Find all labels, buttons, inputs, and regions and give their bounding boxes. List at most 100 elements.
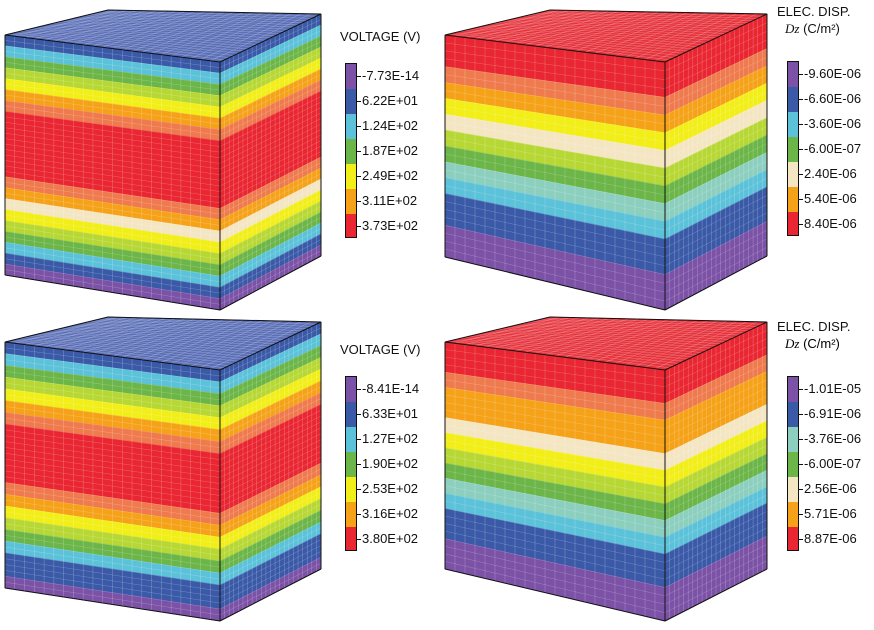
colorbar-tick xyxy=(357,151,361,152)
mesh-line xyxy=(219,427,322,478)
mesh-line xyxy=(664,143,768,196)
mesh-line xyxy=(219,123,322,175)
mesh-line xyxy=(93,320,308,329)
mesh-line xyxy=(449,340,670,369)
mesh-line xyxy=(4,458,221,490)
mesh-line xyxy=(14,316,118,344)
mesh-line xyxy=(219,480,322,532)
panel-voltage-top: VOLTAGE (V) -7.73E-14 6.22E+01 1.24E+02 1.8… xyxy=(0,0,437,315)
mesh-line xyxy=(526,15,744,26)
mesh-line xyxy=(4,353,221,383)
colorbar-tick xyxy=(799,74,803,75)
colorbar-tick xyxy=(799,439,803,440)
mesh-line xyxy=(4,252,221,288)
mesh-line xyxy=(4,182,221,215)
mesh-line xyxy=(190,321,293,367)
mesh-line xyxy=(14,32,230,58)
mesh-line xyxy=(51,330,266,349)
mesh-line xyxy=(65,326,280,342)
colorbar-swatch xyxy=(346,139,356,164)
mesh-line xyxy=(219,30,322,80)
mesh-line xyxy=(219,533,322,586)
mesh-line xyxy=(4,67,221,97)
mesh-line xyxy=(34,317,138,347)
mesh-line xyxy=(63,318,167,350)
mesh-line xyxy=(219,439,322,490)
mesh-line xyxy=(444,106,666,142)
mesh-line xyxy=(444,185,666,231)
mesh-line xyxy=(219,521,322,574)
cube-edge xyxy=(219,255,322,311)
mesh-line xyxy=(4,138,221,170)
mesh-line xyxy=(219,74,322,125)
mesh-line xyxy=(664,511,768,563)
colorbar-swatch xyxy=(788,452,798,477)
colorbar-strip xyxy=(787,376,799,551)
colorbar-strip xyxy=(345,376,357,551)
mesh-line xyxy=(644,321,748,368)
mesh-line xyxy=(664,478,768,530)
mesh-line xyxy=(219,462,322,514)
mesh-line xyxy=(664,420,768,471)
colorbar-tick-label: 5.71E-06 xyxy=(804,506,857,521)
mesh-line xyxy=(444,409,666,446)
mesh-line xyxy=(4,581,221,616)
mesh-line xyxy=(219,107,322,158)
legend-subtitle: Dz (C/m²) xyxy=(785,21,840,37)
mesh-line xyxy=(444,217,666,266)
mesh-line xyxy=(53,317,157,349)
mesh-line xyxy=(89,14,303,23)
mesh-line xyxy=(444,402,666,438)
panel-elecdisp-top: ELEC. DISP. Dz (C/m²) -9.60E-06 -6.60E-06… xyxy=(437,0,874,315)
mesh-line xyxy=(516,324,735,338)
mesh-line xyxy=(4,263,221,299)
mesh-line xyxy=(474,10,580,39)
mesh-line xyxy=(614,320,718,364)
mesh-line xyxy=(219,357,322,407)
colorbar-swatch xyxy=(788,427,798,452)
mesh-line xyxy=(654,13,758,61)
mesh-line xyxy=(444,417,666,454)
mesh-line xyxy=(200,321,302,368)
mesh-line xyxy=(4,111,221,142)
colorbar-tick-label: 2.56E-06 xyxy=(804,481,857,496)
mesh-line xyxy=(219,351,322,401)
mesh-line xyxy=(664,160,768,213)
mesh-line xyxy=(444,546,666,597)
mesh-line xyxy=(63,10,167,43)
mesh-line xyxy=(33,334,248,358)
mesh-line xyxy=(161,320,264,363)
mesh-line xyxy=(4,412,221,442)
mesh-line xyxy=(444,74,666,107)
mesh-line xyxy=(112,11,215,49)
mesh-line xyxy=(492,23,712,41)
cube-edge xyxy=(4,34,221,63)
mesh-line xyxy=(444,193,666,240)
mesh-line xyxy=(484,10,590,41)
colorbar-tick xyxy=(357,126,361,127)
mesh-line xyxy=(4,105,221,136)
mesh-line xyxy=(454,316,560,344)
mesh-line xyxy=(47,331,262,351)
mesh-line xyxy=(151,12,254,54)
mesh-line xyxy=(664,552,768,605)
mesh-line xyxy=(141,12,244,53)
mesh-line xyxy=(4,236,221,271)
mesh-line xyxy=(634,321,738,367)
mesh-line xyxy=(19,338,234,364)
mesh-line xyxy=(4,231,221,266)
mesh-line xyxy=(444,58,666,89)
mesh-line xyxy=(444,169,666,213)
mesh-line xyxy=(4,417,221,448)
mesh-line xyxy=(664,48,768,98)
mesh-line xyxy=(73,11,176,44)
mesh-line xyxy=(492,330,712,349)
mesh-line xyxy=(664,437,768,488)
mesh-line xyxy=(444,240,666,293)
mesh-line xyxy=(664,544,768,597)
mesh-line xyxy=(4,482,221,514)
mesh-line xyxy=(464,30,684,54)
mesh-line xyxy=(444,530,666,580)
colorbar-tick-label: 3.16E+02 xyxy=(362,506,419,521)
mesh-line xyxy=(483,332,703,353)
